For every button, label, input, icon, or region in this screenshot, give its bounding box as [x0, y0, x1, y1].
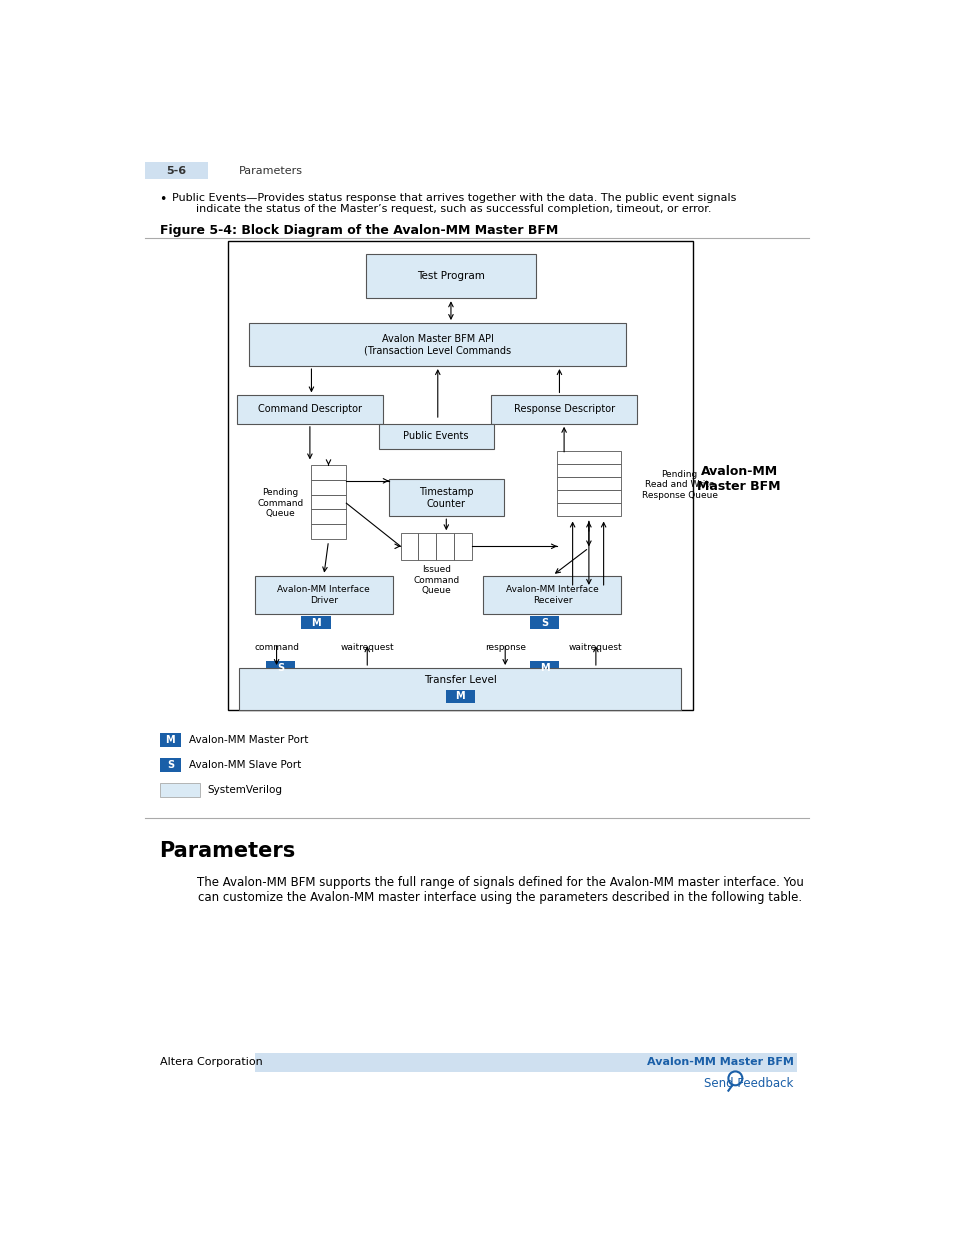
Text: Avalon-MM Master BFM: Avalon-MM Master BFM — [646, 1057, 793, 1067]
Bar — [311, 509, 346, 524]
Text: S: S — [167, 760, 173, 769]
Text: waitrequest: waitrequest — [340, 642, 394, 652]
Text: Parameters: Parameters — [239, 165, 303, 175]
Bar — [530, 661, 558, 674]
Text: M: M — [311, 618, 320, 627]
Text: S: S — [276, 663, 284, 673]
Text: M: M — [455, 692, 464, 701]
Bar — [491, 395, 637, 424]
Bar — [159, 758, 181, 772]
Bar — [159, 734, 181, 747]
Bar — [145, 162, 208, 179]
Text: Pending
Read and Write
Response Queue: Pending Read and Write Response Queue — [641, 469, 717, 500]
Bar — [445, 689, 475, 704]
Bar — [249, 324, 625, 366]
Text: The Avalon-MM BFM supports the full range of signals defined for the Avalon-MM m: The Avalon-MM BFM supports the full rang… — [196, 876, 802, 904]
Text: Avalon-MM Slave Port: Avalon-MM Slave Port — [189, 760, 301, 769]
Text: response: response — [484, 642, 525, 652]
Bar — [311, 524, 346, 538]
Bar — [400, 534, 418, 561]
Text: Timestamp
Counter: Timestamp Counter — [418, 487, 473, 509]
Bar — [159, 783, 199, 797]
Bar — [557, 451, 620, 464]
Bar — [557, 464, 620, 477]
Text: Altera Corporation: Altera Corporation — [159, 1057, 262, 1067]
Bar — [266, 661, 294, 674]
Text: command: command — [253, 642, 298, 652]
Text: M: M — [166, 735, 175, 746]
Text: Command Descriptor: Command Descriptor — [257, 404, 361, 414]
Text: Response Descriptor: Response Descriptor — [513, 404, 614, 414]
Bar — [530, 615, 558, 630]
Text: Avalon-MM
Master BFM: Avalon-MM Master BFM — [697, 466, 781, 493]
Bar — [378, 424, 493, 448]
Text: •: • — [159, 193, 167, 206]
Bar — [365, 254, 536, 299]
Text: Send Feedback: Send Feedback — [703, 1077, 793, 1091]
Bar — [311, 495, 346, 509]
Text: SystemVerilog: SystemVerilog — [208, 784, 282, 794]
Bar — [557, 490, 620, 503]
Bar — [254, 1053, 797, 1072]
Text: waitrequest: waitrequest — [569, 642, 622, 652]
Text: Pending
Command
Queue: Pending Command Queue — [257, 488, 303, 517]
Bar — [239, 668, 680, 710]
Text: Figure 5-4: Block Diagram of the Avalon-MM Master BFM: Figure 5-4: Block Diagram of the Avalon-… — [159, 224, 558, 237]
Bar — [301, 615, 331, 630]
Bar — [236, 395, 382, 424]
Text: M: M — [539, 663, 549, 673]
Text: Avalon Master BFM API
(Transaction Level Commands: Avalon Master BFM API (Transaction Level… — [364, 333, 511, 356]
Text: Avalon-MM Interface
Driver: Avalon-MM Interface Driver — [277, 585, 370, 604]
Bar — [557, 503, 620, 516]
Text: S: S — [540, 618, 548, 627]
Bar — [436, 534, 454, 561]
Text: Transfer Level: Transfer Level — [423, 676, 497, 685]
Text: Parameters: Parameters — [159, 841, 295, 861]
Bar — [254, 576, 393, 614]
Bar — [311, 480, 346, 495]
Bar — [311, 466, 346, 480]
Bar — [557, 477, 620, 490]
Bar — [228, 241, 692, 710]
Bar — [418, 534, 436, 561]
Text: Test Program: Test Program — [416, 270, 484, 282]
Text: Issued
Command
Queue: Issued Command Queue — [413, 566, 458, 595]
Bar — [389, 479, 503, 516]
Text: Public Events—Provides status response that arrives together with the data. The : Public Events—Provides status response t… — [172, 193, 736, 215]
Text: Public Events: Public Events — [403, 431, 469, 441]
Text: 5-6: 5-6 — [167, 165, 187, 175]
Bar — [454, 534, 472, 561]
Text: Avalon-MM Interface
Receiver: Avalon-MM Interface Receiver — [506, 585, 598, 604]
Text: Avalon-MM Master Port: Avalon-MM Master Port — [189, 735, 308, 746]
Bar — [483, 576, 620, 614]
